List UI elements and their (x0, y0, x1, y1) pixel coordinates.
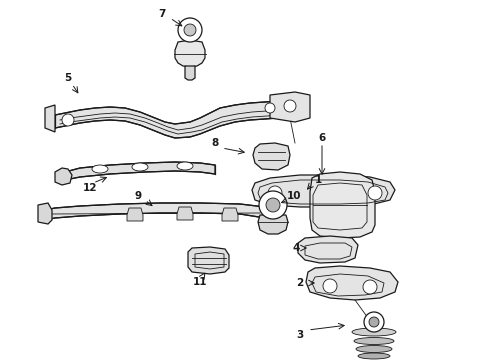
Ellipse shape (356, 346, 392, 352)
Polygon shape (222, 208, 238, 221)
Text: 2: 2 (296, 278, 304, 288)
Polygon shape (188, 247, 229, 274)
Polygon shape (185, 66, 195, 80)
Text: 4: 4 (293, 243, 300, 253)
Polygon shape (258, 215, 288, 234)
Ellipse shape (358, 353, 390, 359)
Circle shape (364, 312, 384, 332)
Polygon shape (252, 175, 395, 207)
Circle shape (266, 198, 280, 212)
Ellipse shape (177, 162, 193, 170)
Circle shape (323, 279, 337, 293)
Text: 7: 7 (158, 9, 166, 19)
Polygon shape (253, 143, 290, 170)
Circle shape (184, 24, 196, 36)
Text: 6: 6 (318, 133, 326, 143)
Circle shape (62, 114, 74, 126)
Text: 11: 11 (193, 277, 207, 287)
Text: 1: 1 (315, 175, 321, 185)
Text: 3: 3 (296, 330, 304, 340)
Circle shape (368, 186, 382, 200)
Circle shape (259, 191, 287, 219)
Polygon shape (55, 168, 72, 185)
Circle shape (284, 100, 296, 112)
Polygon shape (270, 92, 310, 122)
Polygon shape (175, 40, 205, 67)
Circle shape (363, 280, 377, 294)
Circle shape (178, 18, 202, 42)
Text: 8: 8 (211, 138, 219, 148)
Circle shape (265, 103, 275, 113)
Polygon shape (127, 208, 143, 221)
Ellipse shape (132, 163, 148, 171)
Polygon shape (45, 105, 55, 132)
Text: 5: 5 (64, 73, 72, 83)
Polygon shape (306, 266, 398, 300)
Circle shape (369, 317, 379, 327)
Circle shape (268, 186, 282, 200)
Polygon shape (298, 236, 358, 263)
Ellipse shape (354, 338, 394, 345)
Polygon shape (65, 162, 215, 180)
Text: 9: 9 (134, 191, 142, 201)
Polygon shape (38, 203, 52, 224)
Polygon shape (45, 203, 265, 220)
Ellipse shape (352, 328, 396, 336)
Polygon shape (55, 100, 290, 138)
Text: 10: 10 (287, 191, 301, 201)
Polygon shape (310, 172, 375, 238)
Polygon shape (177, 207, 193, 220)
Text: 12: 12 (83, 183, 97, 193)
Ellipse shape (92, 165, 108, 173)
